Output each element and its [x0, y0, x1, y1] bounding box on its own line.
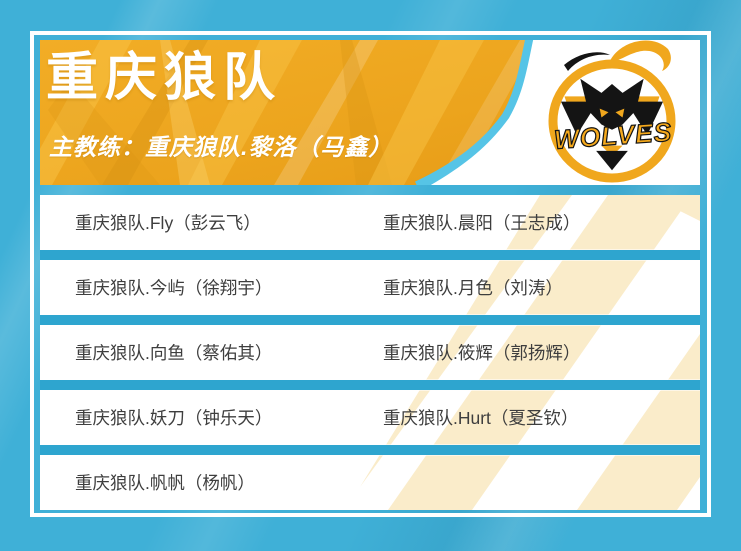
roster-row-2: 重庆狼队.今屿（徐翔宇） 重庆狼队.月色（刘涛）: [40, 260, 700, 315]
player-name: 重庆狼队.帆帆（杨帆）: [75, 473, 255, 493]
player-name: 重庆狼队.筱辉（郭扬辉）: [383, 343, 581, 363]
header-art: WOLVES: [40, 40, 700, 185]
logo-white-region: [430, 40, 700, 185]
player-name: 重庆狼队.妖刀（钟乐天）: [75, 408, 273, 428]
player-name: 重庆狼队.月色（刘涛）: [383, 278, 563, 298]
roster-row-5: 重庆狼队.帆帆（杨帆）: [40, 455, 700, 510]
logo-emblem: WOLVES: [552, 78, 674, 171]
roster-list: 重庆狼队.Fly（彭云飞） 重庆狼队.晨阳（王志成） 重庆狼队.今屿（徐翔宇） …: [40, 195, 700, 510]
wolf-head: [580, 78, 644, 130]
curve-accent-stripe: [414, 40, 540, 185]
player-name: 重庆狼队.Hurt（夏圣钦）: [383, 408, 579, 428]
player-name: 重庆狼队.晨阳（王志成）: [383, 213, 581, 233]
team-name: 重庆狼队: [46, 49, 283, 107]
player-name: 重庆狼队.向鱼（蔡佑其）: [75, 343, 273, 363]
row-separator: [40, 250, 700, 260]
logo-flourish-black: [564, 52, 610, 71]
cream-beams: [360, 195, 700, 510]
player-name: 重庆狼队.Fly（彭云飞）: [75, 213, 261, 233]
logo-ring: [548, 59, 676, 183]
roster-row-3: 重庆狼队.向鱼（蔡佑其） 重庆狼队.筱辉（郭扬辉）: [40, 325, 700, 380]
header-streaks: [40, 40, 538, 185]
card-frame: [30, 31, 711, 517]
coach-line: 主教练：重庆狼队.黎洛（马鑫）: [49, 134, 393, 160]
roster-row-4: 重庆狼队.妖刀（钟乐天） 重庆狼队.Hurt（夏圣钦）: [40, 390, 700, 445]
logo-flourish-gold: [610, 40, 671, 71]
row-separator: [40, 380, 700, 390]
team-logo: WOLVES: [548, 40, 676, 183]
roster-row-1: 重庆狼队.Fly（彭云飞） 重庆狼队.晨阳（王志成）: [40, 195, 700, 250]
card-header: WOLVES 重庆狼队 主教练：重庆狼队.黎洛（马鑫）: [40, 40, 700, 185]
row-separator: [40, 315, 700, 325]
player-name: 重庆狼队.今屿（徐翔宇）: [75, 278, 273, 298]
row-separator: [40, 445, 700, 455]
